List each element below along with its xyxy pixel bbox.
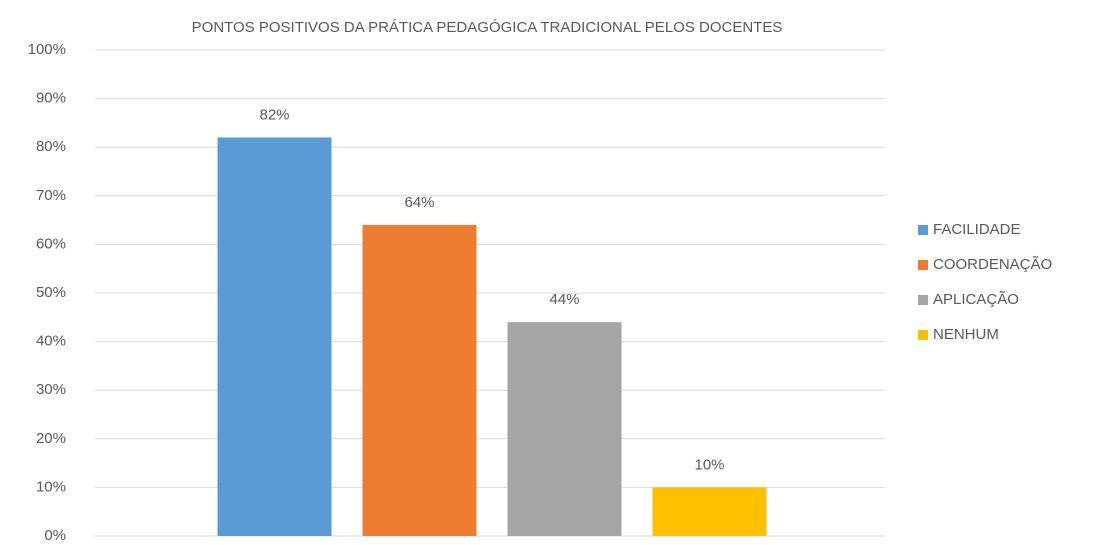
legend-label: COORDENAÇÃO [933,256,1052,273]
bar [507,322,622,536]
data-label: 10% [694,456,724,473]
legend-swatch [918,225,928,235]
y-tick-label: 80% [36,138,66,155]
data-label: 44% [549,291,579,308]
legend-swatch [918,260,928,270]
y-tick-label: 0% [44,527,66,544]
chart-title: PONTOS POSITIVOS DA PRÁTICA PEDAGÓGICA T… [192,19,783,36]
legend-label: FACILIDADE [933,221,1021,238]
bar [362,224,477,536]
y-tick-label: 90% [36,90,66,107]
y-tick-label: 30% [36,381,66,398]
y-tick-label: 60% [36,235,66,252]
legend-label: APLICAÇÃO [933,291,1019,308]
y-tick-label: 100% [28,41,66,58]
data-label: 64% [404,194,434,211]
y-tick-label: 10% [36,478,66,495]
legend-label: NENHUM [933,326,999,343]
data-label: 82% [259,106,289,123]
legend-swatch [918,330,928,340]
y-tick-label: 70% [36,187,66,204]
y-tick-label: 40% [36,333,66,350]
y-tick-label: 20% [36,430,66,447]
bar [652,487,767,536]
y-tick-label: 50% [36,284,66,301]
bar [217,137,332,537]
legend-swatch [918,295,928,305]
